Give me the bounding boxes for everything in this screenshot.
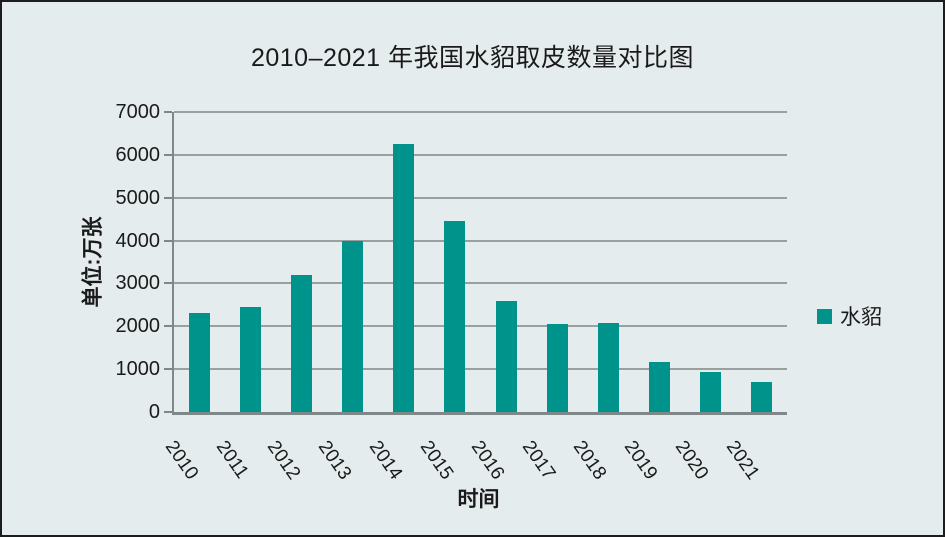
x-tick-label-2020: 2020 bbox=[671, 437, 713, 484]
x-tick-label-2018: 2018 bbox=[569, 437, 611, 484]
y-tick-mark bbox=[164, 111, 172, 113]
bar-2010 bbox=[189, 313, 211, 412]
bar-2018 bbox=[597, 322, 619, 412]
y-tick-label-4000: 4000 bbox=[115, 229, 161, 252]
gridline-7000 bbox=[174, 111, 787, 113]
x-tick-label-2015: 2015 bbox=[415, 437, 458, 484]
bar-2019 bbox=[648, 361, 670, 412]
gridline-1000 bbox=[174, 368, 787, 371]
y-tick-mark bbox=[164, 196, 172, 199]
x-tick-label-2017: 2017 bbox=[517, 437, 560, 484]
gridline-5000 bbox=[174, 196, 787, 199]
x-tick-label-2021: 2021 bbox=[722, 437, 764, 484]
y-tick-label-2000: 2000 bbox=[115, 315, 161, 338]
gridline-2000 bbox=[174, 325, 787, 328]
legend-label: 水貂 bbox=[840, 306, 882, 329]
y-tick-label-3000: 3000 bbox=[115, 272, 161, 295]
x-tick-label-2012: 2012 bbox=[262, 437, 304, 484]
y-tick-mark bbox=[164, 239, 172, 242]
y-tick-mark bbox=[164, 282, 172, 285]
x-tick-label-2014: 2014 bbox=[364, 437, 407, 484]
y-tick-label-7000: 7000 bbox=[115, 101, 161, 123]
bar-2021 bbox=[750, 382, 772, 412]
bar-2012 bbox=[291, 274, 313, 412]
x-tick-label-2013: 2013 bbox=[313, 437, 356, 484]
y-tick-label-1000: 1000 bbox=[115, 358, 161, 381]
legend-swatch-icon bbox=[817, 308, 832, 324]
gridline-4000 bbox=[174, 239, 787, 242]
x-tick-label-2010: 2010 bbox=[160, 437, 202, 484]
y-tick-mark bbox=[164, 368, 172, 371]
y-tick-label-0: 0 bbox=[148, 401, 160, 423]
bar-2017 bbox=[546, 324, 568, 412]
x-tick-label-2011: 2011 bbox=[211, 437, 253, 483]
plot-area bbox=[172, 111, 787, 415]
y-tick-mark bbox=[164, 153, 172, 156]
y-tick-label-6000: 6000 bbox=[115, 143, 161, 166]
x-tick-label-2019: 2019 bbox=[620, 437, 662, 484]
y-tick-mark bbox=[164, 325, 172, 328]
bar-2015 bbox=[444, 221, 466, 412]
gridline-6000 bbox=[174, 153, 787, 156]
legend: 水貂 bbox=[817, 301, 882, 331]
y-tick-label-5000: 5000 bbox=[115, 186, 161, 209]
bar-2020 bbox=[699, 372, 721, 412]
x-tick-label-2016: 2016 bbox=[466, 437, 509, 484]
bar-2013 bbox=[342, 240, 364, 412]
bar-2014 bbox=[393, 144, 415, 412]
x-axis-title: 时间 bbox=[457, 488, 500, 511]
y-tick-mark bbox=[164, 411, 172, 413]
bar-2016 bbox=[495, 300, 517, 412]
bar-2011 bbox=[240, 307, 262, 412]
gridline-3000 bbox=[174, 282, 787, 285]
chart-title: 2010–2021 年我国水貂取皮数量对比图 bbox=[250, 44, 695, 72]
